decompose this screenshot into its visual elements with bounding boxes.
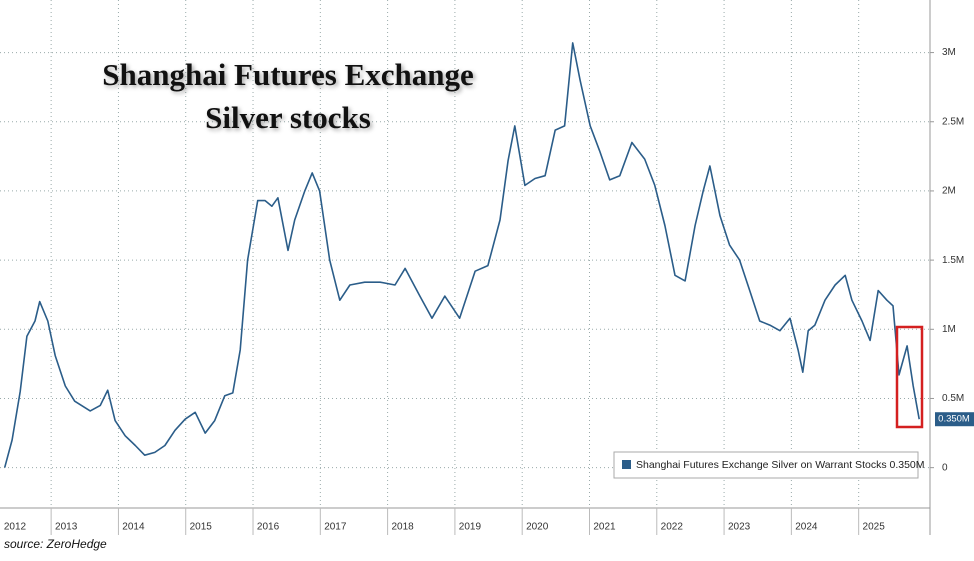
y-tick-label: 1M (942, 324, 956, 335)
chart-subtitle: Silver stocks (205, 100, 371, 135)
y-tick-label: 2.5M (942, 116, 964, 127)
x-tick-label: 2023 (728, 522, 751, 533)
y-tick-label: 2M (942, 186, 956, 197)
x-tick-label: 2017 (324, 522, 347, 533)
x-tick-label: 2015 (190, 522, 213, 533)
x-tick-label: 2025 (863, 522, 886, 533)
x-tick-label: 2013 (55, 522, 78, 533)
x-tick-label: 2024 (795, 522, 818, 533)
chart-title: Shanghai Futures Exchange (102, 57, 474, 92)
value-label-box (935, 412, 974, 427)
x-tick-label: 2012 (4, 522, 27, 533)
y-tick-label: 3M (942, 47, 956, 58)
x-tick-label: 2019 (459, 522, 482, 533)
y-tick-label: 0 (942, 462, 948, 473)
legend-swatch (622, 460, 631, 469)
x-tick-label: 2018 (391, 522, 414, 533)
plot (3, 42, 920, 468)
legend-label: Shanghai Futures Exchange Silver on Warr… (636, 459, 925, 471)
x-tick-label: 2022 (661, 522, 684, 533)
y-tick-label: 1.5M (942, 255, 964, 266)
x-tick-label: 2014 (122, 522, 145, 533)
data-line (3, 42, 920, 468)
y-tick-label: 0.5M (942, 393, 964, 404)
x-tick-label: 2020 (526, 522, 549, 533)
legend-box (613, 451, 919, 479)
x-tick-label: 2016 (257, 522, 280, 533)
x-tick-label: 2021 (593, 522, 616, 533)
source: source: ZeroHedge (4, 537, 107, 551)
grid (0, 0, 930, 505)
highlight-box (895, 325, 924, 429)
value-label: 0.350M (938, 414, 970, 425)
